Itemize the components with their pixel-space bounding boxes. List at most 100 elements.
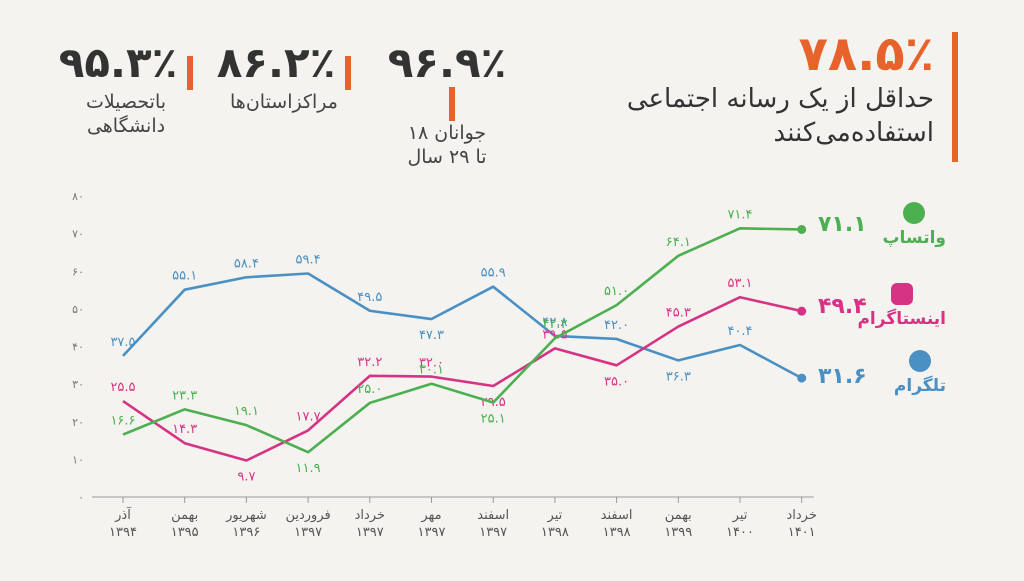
data-label: ۵۱.۰ [604,284,629,299]
stat-university-label: باتحصیلات دانشگاهی [85,90,167,137]
legend-telegram: تلگرام [894,350,946,396]
series-line-2 [122,227,802,454]
end-value-telegram: ۳۱.۶ [818,364,867,389]
series-end-point-0 [797,373,807,383]
legend-telegram-label: تلگرام [893,376,946,396]
series-end-point-2 [797,224,807,234]
data-label: ۲۳.۳ [172,388,197,403]
x-tick-label: بهمن [171,508,198,523]
x-tick-label: ۱۳۹۷ [479,525,507,540]
x-tick-label: ۱۳۹۸ [603,525,631,540]
data-label: ۵۸.۴ [234,256,259,271]
y-tick-label: ۴۰ [72,341,84,354]
data-label: ۱۷.۷ [296,409,321,424]
x-tick-label: اسفند [477,508,509,523]
x-tick-label: آذر [114,506,132,523]
data-label: ۴۷.۳ [419,328,444,343]
stat-provinces-bar [345,55,352,90]
x-tick-label: ۱۳۹۸ [541,525,569,540]
data-label: ۴۲.۲ [542,317,567,332]
series-line-1 [122,295,802,462]
end-value-whatsapp: ۷۱.۱ [818,212,867,237]
hero-stat: ۷۸.۵٪ حداقل از یک رسانه اجتماعی استفاده‌… [627,26,934,150]
y-tick-label: ۸۰ [72,190,84,203]
stat-university-value: ۹۵.۳٪ [58,38,178,87]
end-value-instagram: ۴۹.۴ [818,294,867,319]
x-tick-label: تیر [547,508,563,523]
stat-youth-value: ۹۶.۹٪ [387,38,507,87]
data-label: ۳۷.۵ [110,335,135,350]
stat-youth: ۹۶.۹٪ جوانان ۱۸ تا ۲۹ سال [382,38,512,169]
y-tick-label: ۲۰ [72,416,84,429]
legend-whatsapp-label: واتساپ [882,228,946,248]
data-label: ۵۹.۴ [296,253,321,268]
data-label: ۴۲.۸ [542,315,567,330]
x-tick-label: فروردین [285,508,330,523]
y-tick-label: ۷۰ [72,228,84,241]
data-label: ۱۶.۶ [110,414,135,429]
x-tick-label: خرداد [786,508,816,523]
x-tick-label: ۱۴۰۱ [788,525,816,540]
data-label: ۵۵.۹ [481,266,506,281]
stat-provinces: ۸۶.۲٪ مراکزاستان‌ها [204,38,364,114]
series-end-point-1 [797,306,807,316]
hero-value: ۷۸.۵٪ [798,26,934,82]
x-tick-label: تیر [732,508,748,523]
telegram-icon [908,350,931,372]
x-tick-label: ۱۴۰۰ [726,525,754,540]
stat-provinces-value: ۸۶.۲٪ [216,38,336,87]
data-label: ۵۵.۱ [172,269,197,284]
y-tick-label: ۵۰ [72,303,84,316]
data-label: ۲۵.۱ [481,412,506,427]
y-tick-label: ۰ [78,491,84,504]
data-label: ۵۳.۱ [727,276,752,291]
data-label: ۲۵.۵ [110,380,135,395]
data-label: ۳۲.۲ [357,355,382,370]
x-tick-label: ۱۳۹۷ [294,525,322,540]
x-tick-label: خرداد [355,508,385,523]
data-label: ۱۱.۹ [296,461,321,476]
data-label: ۳۰.۱ [419,363,444,378]
stat-youth-label: جوانان ۱۸ تا ۲۹ سال [407,122,487,168]
y-tick-label: ۱۰ [72,453,84,466]
x-tick-label: ۱۳۹۷ [356,525,384,540]
data-label: ۳۶.۳ [666,369,691,384]
data-label: ۹.۷ [237,470,255,485]
data-label: ۴۹.۵ [357,290,382,305]
data-label: ۳۲.۰ [419,356,444,371]
data-label: ۴۲.۰ [604,318,629,333]
data-label: ۳۹.۵ [542,327,567,342]
stat-university: ۹۵.۳٪ باتحصیلات دانشگاهی [56,38,196,138]
hero-label: حداقل از یک رسانه اجتماعی استفاده‌می‌کنن… [626,84,934,148]
legend-instagram-label: اینستاگرام [857,309,946,329]
data-label: ۳۵.۰ [604,374,629,389]
x-tick-label: شهریور [225,508,267,523]
x-tick-label: بهمن [665,508,692,523]
y-tick-label: ۳۰ [72,378,84,391]
data-label: ۲۵.۰ [357,382,382,397]
data-label: ۱۹.۱ [234,404,259,419]
x-tick-label: اسفند [601,508,633,523]
data-label: ۱۴.۳ [172,422,197,437]
y-tick-label: ۶۰ [72,265,84,278]
data-label: ۷۱.۴ [727,207,752,222]
hero-accent-bar [952,32,958,162]
x-tick-label: مهر [420,508,441,523]
x-tick-label: ۱۳۹۹ [664,525,692,540]
x-tick-label: ۱۳۹۴ [109,525,137,540]
stat-youth-bar [449,87,455,121]
data-label: ۶۴.۱ [666,235,691,250]
instagram-icon [890,283,913,305]
stat-university-bar [187,55,194,90]
x-tick-label: ۱۳۹۶ [232,525,260,540]
data-label: ۴۰.۴ [727,324,752,339]
x-tick-label: ۱۳۹۵ [171,525,199,540]
series-line-0 [122,272,803,380]
whatsapp-icon [903,202,926,224]
x-tick-label: ۱۳۹۷ [418,525,446,540]
legend-whatsapp: واتساپ [882,202,946,248]
data-label: ۴۵.۳ [666,306,691,321]
stat-provinces-label: مراکزاستان‌ها [230,90,338,113]
legend-instagram: اینستاگرام [857,283,946,329]
